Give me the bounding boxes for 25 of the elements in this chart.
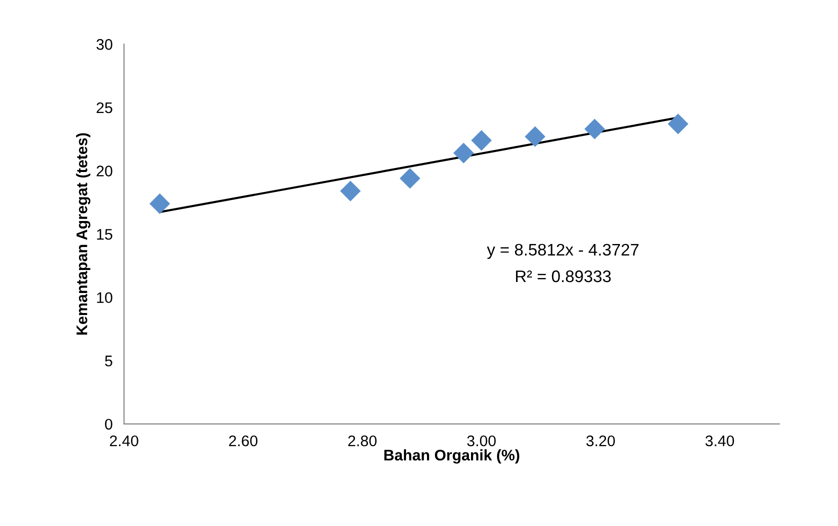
point	[668, 114, 688, 134]
point	[453, 142, 474, 164]
point	[524, 126, 546, 147]
y-axis-title: Kemantapan Agregat (tetes)	[76, 133, 90, 335]
x-tick-label: 2.80	[348, 435, 377, 446]
y-tick-label: 10	[97, 292, 112, 304]
x-tick-label: 3.00	[467, 435, 496, 446]
point	[471, 130, 492, 151]
y-tick-label: 0	[105, 418, 112, 430]
x-tick-label: 2.40	[110, 435, 138, 446]
point	[400, 168, 420, 189]
y-tick-label: 15	[97, 229, 112, 240]
point	[149, 193, 170, 214]
x-tick-label: 2.60	[229, 435, 258, 446]
point	[340, 180, 361, 202]
x-axis-title: Bahan Organik (%)	[384, 449, 520, 464]
y-tick-label: 5	[105, 356, 112, 366]
annotation: y = 8.5812x - 4.3727	[486, 244, 638, 259]
annotation: R² = 0.89333	[516, 270, 611, 282]
point	[584, 118, 605, 140]
y-tick-label: 20	[96, 166, 112, 176]
x-tick-label: 3.20	[586, 435, 615, 446]
x-tick-label: 3.40	[705, 435, 734, 446]
y-tick-label: 25	[96, 102, 112, 114]
y-tick-label: 30	[96, 39, 112, 50]
